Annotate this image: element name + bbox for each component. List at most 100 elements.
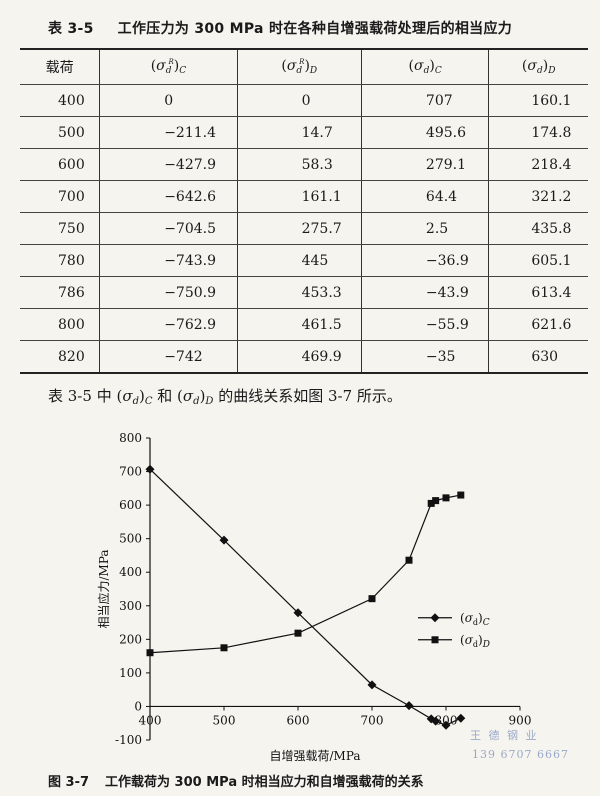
table-cell: 461.5 [236, 308, 362, 341]
x-tick-label: 500 [213, 713, 236, 727]
figure-number: 图 3-7 [48, 775, 90, 790]
table-cell: −36.9 [360, 244, 490, 277]
table-cell: 160.1 [488, 84, 588, 117]
table-row: 780 −743.9 445 −36.9 605.1 [20, 244, 588, 277]
data-point-diamond [367, 680, 377, 690]
table-cell: −211.4 [99, 116, 238, 149]
y-tick-label: 600 [119, 498, 142, 512]
table-cell: 279.1 [360, 148, 490, 181]
x-tick-label: 700 [361, 713, 384, 727]
table-cell: −704.5 [99, 212, 238, 245]
legend-label: (σd)C [460, 611, 490, 628]
header-load: 载荷 [20, 48, 101, 85]
table-cell: 174.8 [488, 116, 588, 149]
y-tick-label: 0 [134, 699, 142, 713]
y-tick-label: 200 [119, 632, 142, 646]
table-row: 600 −427.9 58.3 279.1 218.4 [20, 148, 588, 181]
table-cell: 820 [20, 340, 101, 374]
watermark: 王 德 钢 业 [470, 729, 539, 742]
data-point-diamond [441, 720, 451, 730]
data-point-square [442, 494, 450, 502]
table-cell: 445 [236, 244, 362, 277]
table-cell: 2.5 [360, 212, 490, 245]
table-caption: 表 3-5 工作压力为 300 MPa 时在各种自增强载荷处理后的相当应力 [48, 18, 588, 38]
table-cell: 621.6 [488, 308, 588, 341]
series-line-1 [149, 494, 461, 654]
stress-load-chart: -100 0 100 200 300 400 500 600 700 800 400 500 600 70… [96, 431, 532, 763]
table-cell: −742 [99, 340, 238, 374]
table-row: 820 −742 469.9 −35 630 [20, 340, 588, 374]
table-cell: 780 [20, 244, 101, 277]
y-tick-label: 400 [119, 565, 142, 579]
table-cell: 453.3 [236, 276, 362, 309]
x-tick-label: 800 [435, 713, 458, 727]
table-cell: 14.7 [236, 116, 362, 149]
table-cell: 707 [360, 84, 490, 117]
table-cell: −762.9 [99, 308, 238, 341]
table-cell: −427.9 [99, 148, 238, 181]
figure-caption: 图 3-7 工作载荷为 300 MPa 时相当应力和自增强载荷的关系 [48, 771, 596, 790]
table-row: 786 −750.9 453.3 −43.9 613.4 [20, 276, 588, 309]
header-equiv-d: (σd)D [488, 48, 588, 85]
x-tick-label: 600 [287, 713, 310, 727]
y-axis-label: 相当应力/MPa [96, 549, 111, 628]
table-cell: 500 [20, 116, 101, 149]
legend-label: (σd)D [460, 633, 490, 650]
table-title: 工作压力为 300 MPa 时在各种自增强载荷处理后的相当应力 [117, 21, 513, 37]
y-tick-label: -100 [115, 733, 142, 747]
table-cell: −642.6 [99, 180, 238, 213]
table-cell: −750.9 [99, 276, 238, 309]
table-cell: 0 [99, 84, 238, 117]
table-cell: 400 [20, 84, 101, 117]
x-tick-label: 900 [509, 713, 532, 727]
table-header-row: 载荷 (σdR)C (σdR)D (σd)C (σd)D [20, 48, 588, 85]
table-cell: 218.4 [488, 148, 588, 181]
table-cell: 605.1 [488, 244, 588, 277]
table-row: 800 −762.9 461.5 −55.9 621.6 [20, 308, 588, 341]
table-cell: 800 [20, 308, 101, 341]
table-cell: 161.1 [236, 180, 362, 213]
y-tick-label: 800 [119, 431, 142, 445]
table-cell: 600 [20, 148, 101, 181]
body-paragraph: 表 3-5 中 (σd)C 和 (σd)D 的曲线关系如图 3-7 所示。 [48, 387, 402, 407]
stress-table: 载荷 (σdR)C (σdR)D (σd)C (σd)D 400 0 0 707 160… [20, 48, 588, 374]
data-point-square [146, 649, 154, 657]
legend-marker-square [431, 636, 439, 644]
data-point-square [427, 499, 435, 507]
y-tick-label: 500 [119, 532, 142, 546]
y-tick-label: 100 [119, 666, 142, 680]
data-point-square [405, 556, 413, 564]
table-cell: 495.6 [360, 116, 490, 149]
header-residual-c: (σdR)C [99, 48, 238, 85]
x-tick-label: 400 [139, 713, 162, 727]
y-tick-label: 700 [119, 465, 142, 479]
table-cell: 275.7 [236, 212, 362, 245]
data-point-square [294, 629, 302, 637]
header-residual-d: (σdR)D [236, 48, 362, 85]
data-point-diamond [219, 535, 229, 545]
table-row: 750 −704.5 275.7 2.5 435.8 [20, 212, 588, 245]
data-point-diamond [145, 464, 155, 474]
table-cell: −55.9 [360, 308, 490, 341]
table-cell: 64.4 [360, 180, 490, 213]
table-row: 500 −211.4 14.7 495.6 174.8 [20, 116, 588, 149]
data-point-diamond [404, 701, 414, 711]
table-cell: 630 [488, 340, 588, 374]
table-cell: 786 [20, 276, 101, 309]
data-point-square [457, 491, 465, 499]
table-cell: 469.9 [236, 340, 362, 374]
data-point-diamond [293, 608, 303, 618]
table-row: 400 0 0 707 160.1 [20, 84, 588, 117]
table-cell: 435.8 [488, 212, 588, 245]
x-axis-label: 自增强载荷/MPa [269, 749, 360, 763]
data-point-square [368, 595, 376, 603]
table-cell: −743.9 [99, 244, 238, 277]
table-cell: 58.3 [236, 148, 362, 181]
header-equiv-c: (σd)C [360, 48, 490, 85]
table-cell: −43.9 [360, 276, 490, 309]
table-row: 700 −642.6 161.1 64.4 321.2 [20, 180, 588, 213]
figure-title: 工作载荷为 300 MPa 时相当应力和自增强载荷的关系 [105, 775, 424, 790]
table-cell: 321.2 [488, 180, 588, 213]
data-point-square [220, 644, 228, 652]
table-cell: 0 [236, 84, 362, 117]
